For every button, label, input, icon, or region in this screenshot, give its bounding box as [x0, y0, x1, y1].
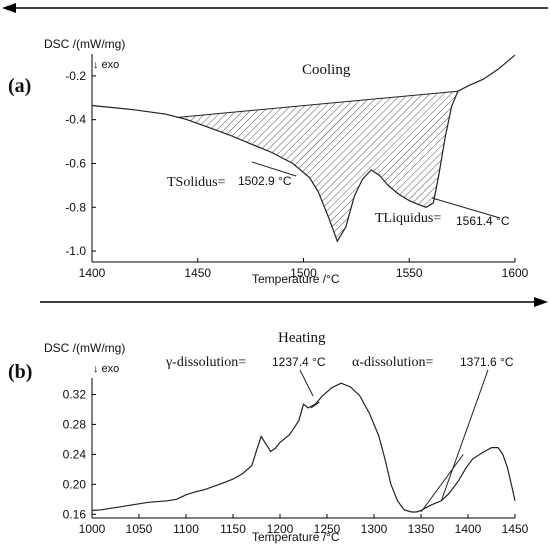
x-tick-label: 1600 — [502, 266, 529, 280]
panel-b-tangent-lines — [310, 401, 464, 513]
panel-b: Heating DSC /(mW/mg) ↓ exo (b) γ-dissolu… — [8, 297, 548, 544]
panel-a-baseline — [176, 90, 458, 118]
y-tick-label: -0.4 — [65, 113, 86, 127]
tliquidus-label: TLiquidus= — [375, 211, 441, 226]
panel-a-xlabel: Temperature /°C — [252, 272, 340, 286]
panel-b-title: Heating — [278, 330, 326, 346]
x-tick-label: 1550 — [396, 266, 423, 280]
tsolidus-label: TSolidus= — [167, 175, 226, 190]
panel-a-y-ticks: -1.0 -0.8 -0.6 -0.4 -0.2 — [65, 69, 96, 258]
y-tick-label: 0.32 — [63, 387, 87, 401]
tangent-line — [420, 454, 464, 513]
panel-b-ylabel: DSC /(mW/mg) — [44, 341, 125, 355]
x-tick-label: 1250 — [314, 522, 341, 536]
tsolidus-leader-line — [251, 161, 297, 177]
tangent-line — [310, 401, 320, 409]
panel-a-label: (a) — [8, 75, 31, 97]
x-tick-label: 1350 — [408, 522, 435, 536]
y-tick-label: 0.24 — [63, 447, 87, 461]
x-tick-label: 1000 — [79, 522, 106, 536]
y-tick-label: -0.2 — [65, 69, 86, 83]
x-tick-label: 1500 — [290, 266, 317, 280]
x-tick-label: 1450 — [184, 266, 211, 280]
panel-a-ylabel: DSC /(mW/mg) — [44, 37, 125, 51]
y-tick-label: -1.0 — [65, 244, 86, 258]
x-tick-label: 1400 — [455, 522, 482, 536]
panel-b-y-ticks: 0.16 0.20 0.24 0.28 0.32 — [63, 387, 96, 521]
heating-arrowhead-icon — [534, 297, 548, 307]
y-tick-label: 0.20 — [63, 477, 87, 491]
x-tick-label: 1100 — [173, 522, 199, 536]
y-tick-label: -0.8 — [65, 200, 86, 214]
tliquidus-leader-line — [431, 197, 501, 219]
alpha-dissolution-label: α-dissolution= — [352, 355, 433, 370]
alpha-leader-line — [440, 369, 489, 501]
y-tick-label: 0.28 — [63, 417, 87, 431]
y-tick-label: 0.16 — [63, 507, 87, 521]
y-tick-label: -0.6 — [65, 156, 86, 170]
panel-b-exo-label: ↓ exo — [93, 363, 119, 375]
panel-b-x-ticks: 1000 1050 1100 1150 1200 1250 1300 1350 1400 1450 — [79, 514, 529, 536]
alpha-dissolution-value: 1371.6 °C — [460, 355, 514, 369]
tsolidus-value: 1502.9 °C — [238, 174, 292, 188]
panel-a-exo-label: ↓ exo — [93, 59, 119, 71]
x-tick-label: 1200 — [267, 522, 294, 536]
panel-a-hatched-peak-area — [176, 91, 458, 242]
gamma-leader-line — [299, 369, 314, 397]
x-tick-label: 1450 — [502, 522, 529, 536]
cooling-arrowhead-icon — [2, 3, 16, 13]
gamma-dissolution-value: 1237.4 °C — [272, 355, 326, 369]
x-tick-label: 1050 — [126, 522, 153, 536]
x-tick-label: 1150 — [220, 522, 246, 536]
tliquidus-value: 1561.4 °C — [456, 214, 510, 228]
panel-a: (a) DSC /(mW/mg) ↓ exo Cooling -1.0-0.8-… — [2, 3, 548, 286]
x-tick-label: 1400 — [79, 266, 106, 280]
panel-b-label: (b) — [8, 361, 32, 383]
panel-a-x-ticks: 1400 1450 1500 1550 1600 — [79, 258, 529, 280]
panel-b-xlabel: Temperature /°C — [252, 530, 340, 544]
gamma-dissolution-label: γ-dissolution= — [165, 355, 246, 370]
panel-a-title: Cooling — [302, 62, 351, 78]
x-tick-label: 1300 — [361, 522, 388, 536]
panel-b-dsc-curve — [91, 382, 516, 513]
panel-a-dsc-curve — [91, 54, 516, 243]
